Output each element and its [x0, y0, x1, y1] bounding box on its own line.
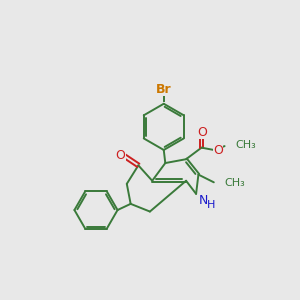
Text: O: O: [214, 144, 224, 157]
Text: CH₃: CH₃: [236, 140, 256, 150]
Text: N: N: [199, 194, 208, 206]
Text: CH₃: CH₃: [225, 178, 245, 188]
Text: Br: Br: [156, 83, 172, 96]
Text: O: O: [116, 149, 126, 162]
Text: O: O: [197, 126, 207, 139]
Text: H: H: [207, 200, 216, 210]
